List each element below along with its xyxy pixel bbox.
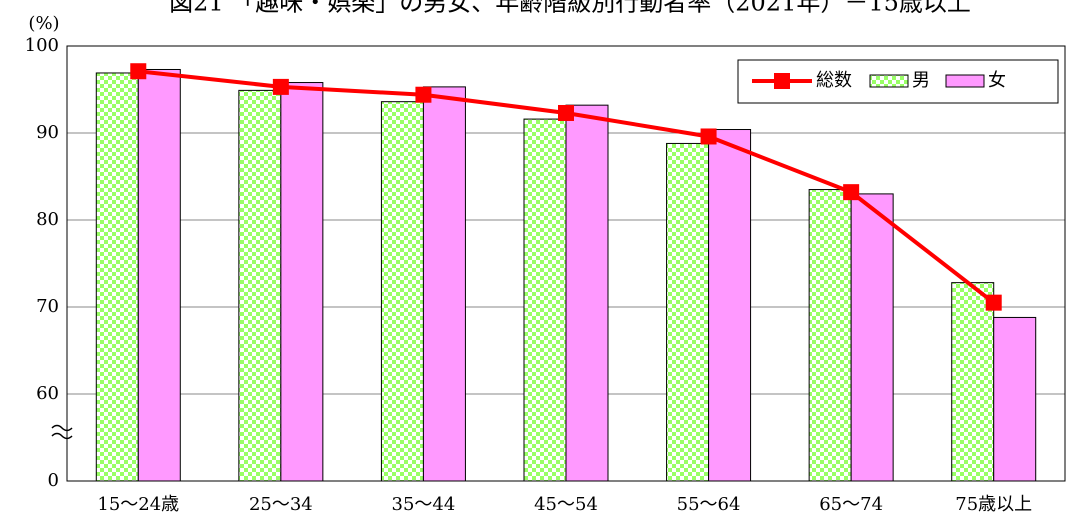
- bar: [666, 142, 710, 482]
- y-tick-label: 70: [36, 296, 59, 317]
- x-tick-label: 65～74: [819, 494, 883, 515]
- y-tick-label: 100: [25, 35, 59, 56]
- legend-marker: [774, 73, 790, 89]
- axis-break: [51, 424, 73, 440]
- x-tick-label: 25～34: [249, 494, 313, 515]
- bar: [380, 101, 424, 482]
- line-marker: [130, 63, 147, 80]
- bar: [708, 129, 752, 482]
- line-marker: [272, 78, 289, 95]
- legend-label: 総数: [816, 70, 852, 91]
- x-tick-label: 75歳以上: [955, 494, 1032, 515]
- legend-label: 男: [912, 70, 930, 91]
- y-tick-label: 60: [36, 383, 59, 404]
- y-tick-label: 90: [36, 122, 59, 143]
- x-tick-label: 35～44: [392, 494, 456, 515]
- bar: [565, 104, 609, 482]
- bar: [993, 316, 1037, 482]
- bar: [523, 118, 567, 482]
- line-marker: [700, 128, 717, 145]
- x-tick-label: 15～24歳: [97, 494, 179, 515]
- legend-swatch: [945, 74, 985, 88]
- chart-title: 図21 「趣味・娯楽」の男女、年齢階級別行動者率（2021年）－15歳以上: [169, 0, 971, 17]
- y-tick-label: 80: [36, 209, 59, 230]
- line-marker: [558, 104, 574, 121]
- bar: [808, 189, 852, 482]
- bar: [422, 86, 466, 482]
- bar: [951, 282, 995, 482]
- bar: [280, 82, 324, 482]
- line-marker: [843, 184, 860, 201]
- line-marker: [985, 294, 1002, 311]
- bar: [850, 193, 894, 482]
- bar: [95, 72, 139, 482]
- legend-label: 女: [988, 70, 1006, 91]
- bar: [238, 89, 282, 482]
- legend-swatch: [869, 74, 909, 88]
- bar: [137, 68, 181, 482]
- y-axis-label: (%): [28, 13, 59, 34]
- x-tick-label: 55～64: [677, 494, 741, 515]
- line-marker: [415, 86, 432, 103]
- x-tick-label: 45～54: [534, 494, 598, 515]
- y-tick-label: 0: [48, 470, 59, 491]
